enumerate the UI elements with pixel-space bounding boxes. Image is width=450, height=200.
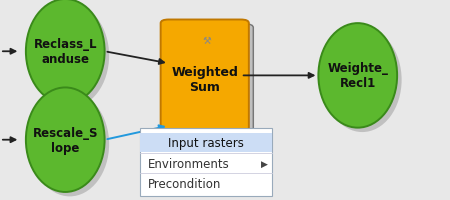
Ellipse shape	[323, 28, 401, 132]
Text: Rescale_S
lope: Rescale_S lope	[32, 126, 98, 154]
FancyBboxPatch shape	[161, 20, 249, 132]
Text: Environments: Environments	[148, 157, 230, 170]
Text: Weighted
Sum: Weighted Sum	[171, 66, 238, 94]
Text: Input rasters: Input rasters	[168, 136, 244, 149]
Text: ⚒: ⚒	[202, 36, 211, 46]
Text: Reclass_L
anduse: Reclass_L anduse	[33, 38, 97, 66]
FancyBboxPatch shape	[140, 128, 272, 196]
FancyBboxPatch shape	[140, 133, 272, 152]
Text: Weighte_
Recl1: Weighte_ Recl1	[327, 62, 388, 90]
Ellipse shape	[319, 24, 397, 128]
Ellipse shape	[31, 92, 109, 196]
FancyBboxPatch shape	[165, 25, 253, 136]
Ellipse shape	[26, 0, 104, 104]
Text: ▶: ▶	[261, 159, 268, 168]
Ellipse shape	[26, 88, 104, 192]
Text: Precondition: Precondition	[148, 177, 221, 190]
Ellipse shape	[31, 4, 109, 108]
